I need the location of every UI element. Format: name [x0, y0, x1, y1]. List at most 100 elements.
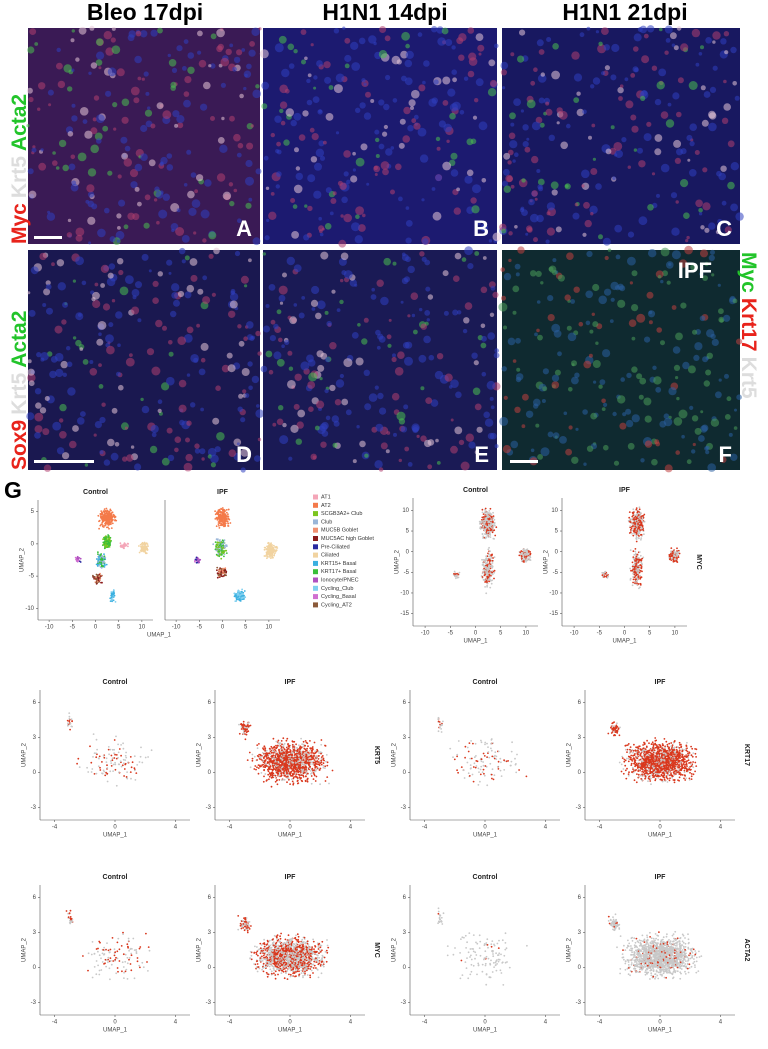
cell	[383, 257, 392, 266]
cell	[545, 239, 550, 244]
cell	[62, 452, 70, 460]
cell-point	[107, 748, 110, 751]
cell-point	[222, 547, 224, 549]
cell	[459, 110, 465, 115]
cell	[398, 196, 403, 202]
legend-swatch	[313, 560, 318, 566]
cell	[420, 435, 427, 442]
cell-point	[493, 521, 496, 524]
cell	[531, 155, 539, 164]
cell	[638, 394, 644, 400]
cell	[242, 389, 247, 394]
cell-point	[124, 759, 127, 761]
cell	[691, 449, 696, 454]
cell-point	[491, 579, 494, 582]
cell	[717, 283, 721, 287]
cell	[111, 407, 118, 414]
cell	[379, 26, 387, 33]
cell	[261, 103, 268, 110]
cell	[319, 377, 323, 381]
cell	[108, 322, 114, 328]
cell	[148, 269, 152, 273]
cell	[489, 432, 497, 440]
cell	[522, 124, 529, 131]
cell-point	[220, 545, 223, 548]
cell-point	[71, 720, 73, 722]
cell-point	[112, 770, 114, 772]
cell	[172, 110, 180, 118]
x-tick-label: -5	[197, 625, 203, 631]
cell	[225, 48, 232, 56]
cell	[293, 49, 298, 54]
cell	[376, 279, 384, 287]
cell	[124, 426, 129, 430]
cell	[143, 71, 149, 77]
cell	[450, 152, 458, 160]
cell	[88, 191, 95, 198]
cell-point	[122, 747, 125, 750]
cell	[692, 329, 698, 335]
cell	[246, 321, 254, 329]
cell-point	[112, 515, 115, 518]
x-tick-label: 5	[244, 625, 248, 631]
cell	[686, 235, 690, 240]
cell-point	[637, 514, 640, 516]
cell	[282, 422, 287, 428]
cell	[56, 62, 63, 70]
cell	[514, 225, 518, 229]
panel-letter: B	[473, 216, 489, 241]
cell	[94, 282, 99, 287]
cell-point	[219, 554, 222, 556]
cell	[503, 395, 508, 400]
cell	[247, 361, 253, 367]
x-tick-label: 10	[523, 631, 530, 637]
cell	[310, 299, 319, 307]
cell	[27, 368, 35, 376]
cell	[57, 282, 66, 291]
cell-point	[256, 744, 259, 746]
cell	[387, 343, 392, 348]
cell-point	[639, 524, 642, 527]
panel-letter: A	[236, 216, 252, 241]
cell-point	[110, 598, 113, 601]
cell	[96, 114, 105, 123]
cell-point	[672, 556, 675, 559]
y-tick-label: 0	[406, 549, 410, 555]
cell-point	[481, 516, 484, 519]
cell	[610, 125, 615, 130]
cell	[217, 137, 225, 144]
cell	[40, 357, 45, 362]
cell	[604, 288, 612, 296]
cell	[255, 404, 260, 408]
cell	[603, 444, 609, 451]
cell-point	[101, 523, 103, 526]
cell	[482, 256, 487, 260]
cell-point	[224, 517, 227, 520]
cell-point	[673, 554, 676, 557]
cell	[62, 164, 69, 172]
cell	[318, 109, 322, 113]
cell	[625, 419, 634, 428]
cell-point	[131, 761, 134, 764]
cell	[276, 149, 282, 155]
cell	[121, 152, 128, 160]
cell	[488, 239, 493, 243]
cell-point	[489, 529, 492, 532]
cell-point	[123, 768, 126, 770]
cell-point	[638, 551, 641, 553]
cell	[604, 255, 609, 261]
cell-point	[150, 749, 153, 752]
marker-name: Myc	[8, 203, 31, 244]
cell	[626, 372, 632, 379]
cell-point	[632, 575, 635, 578]
cell	[184, 76, 192, 84]
cell	[567, 332, 577, 342]
cell-point	[217, 574, 220, 576]
cell	[141, 77, 145, 81]
cell	[515, 337, 521, 344]
cell	[676, 396, 680, 401]
cell	[640, 95, 646, 101]
cell	[398, 142, 405, 149]
cell-point	[225, 514, 227, 517]
cell	[461, 257, 467, 262]
